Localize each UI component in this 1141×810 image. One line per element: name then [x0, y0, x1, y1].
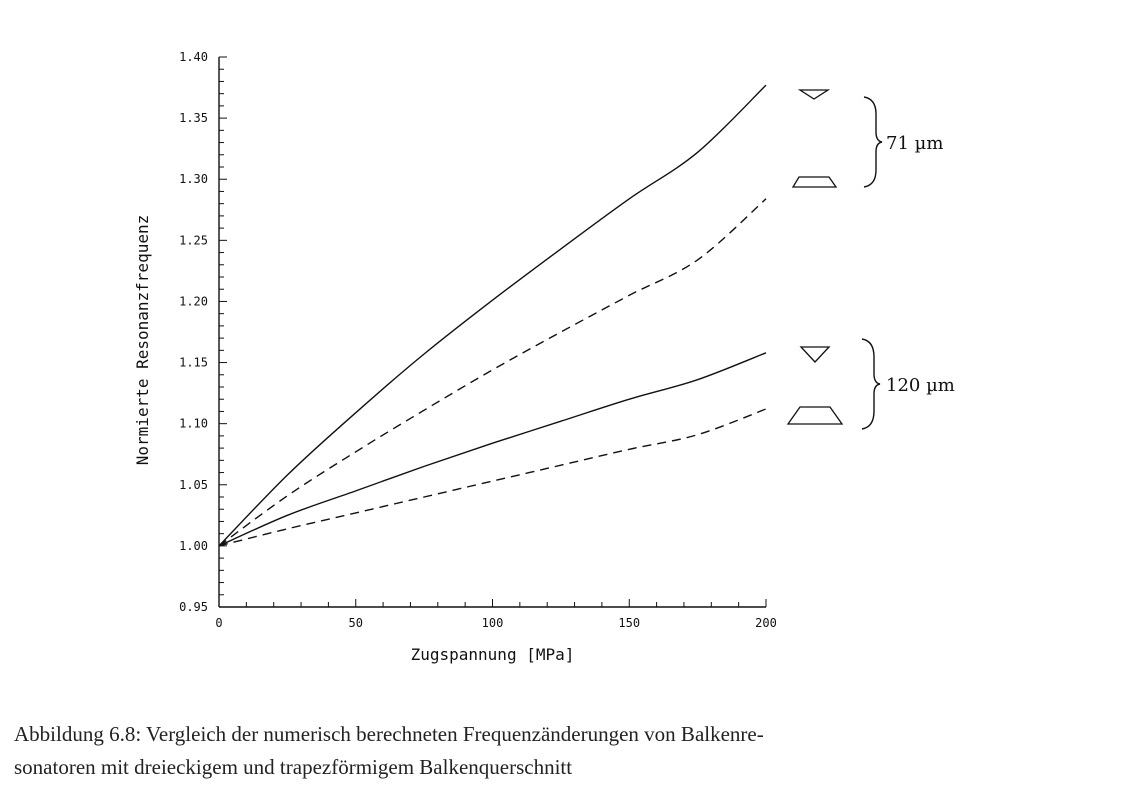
triangle-cross-section-icon	[799, 346, 831, 363]
y-tick-label: 1.20	[179, 294, 208, 308]
x-tick-label: 150	[618, 616, 640, 630]
y-tick-label: 1.00	[179, 539, 208, 553]
group-label-120: 120 µm	[886, 375, 955, 396]
series-line-71m-triangle	[218, 84, 767, 547]
x-tick-label: 50	[349, 616, 363, 630]
y-tick-label: 0.95	[179, 600, 208, 614]
series-line-120m-trapezoid	[218, 408, 767, 547]
trapezoid-cross-section-icon	[791, 176, 838, 188]
y-axis-title: Normierte Resonanzfrequenz	[133, 215, 152, 465]
y-tick-label: 1.05	[179, 478, 208, 492]
x-axis-title: Zugspannung [MPa]	[411, 645, 575, 664]
y-tick-label: 1.35	[179, 111, 208, 125]
brace-120-icon	[861, 338, 881, 430]
brace-71-icon	[863, 96, 883, 188]
y-tick-label: 1.15	[179, 356, 208, 370]
figure-caption: Abbildung 6.8: Vergleich der numerisch b…	[14, 718, 1124, 784]
trapezoid-cross-section-icon	[786, 406, 844, 425]
caption-line-2: sonatoren mit dreieckigem und trapezförm…	[14, 755, 573, 779]
group-label-71: 71 µm	[886, 133, 943, 154]
caption-line-1: Abbildung 6.8: Vergleich der numerisch b…	[14, 722, 764, 746]
chart: 0.95 1.00 1.05 1.10 1.15 1.20 1.25 1.30 1.35 1.40…	[133, 50, 955, 664]
series-line-120m-triangle	[218, 352, 767, 547]
y-tick-label: 1.40	[179, 50, 208, 64]
legend: 71 µm 120 µm	[786, 89, 955, 430]
series-layer	[218, 84, 767, 547]
y-tick-label: 1.10	[179, 417, 208, 431]
x-tick-label: 0	[215, 616, 222, 630]
triangle-cross-section-icon	[797, 89, 831, 100]
axes: 0.95 1.00 1.05 1.10 1.15 1.20 1.25 1.30 1.35 1.40…	[133, 50, 777, 664]
series-line-71m-trapezoid	[218, 198, 767, 547]
x-tick-label: 100	[482, 616, 504, 630]
y-tick-label: 1.30	[179, 172, 208, 186]
x-tick-label: 200	[755, 616, 777, 630]
y-tick-label: 1.25	[179, 233, 208, 247]
